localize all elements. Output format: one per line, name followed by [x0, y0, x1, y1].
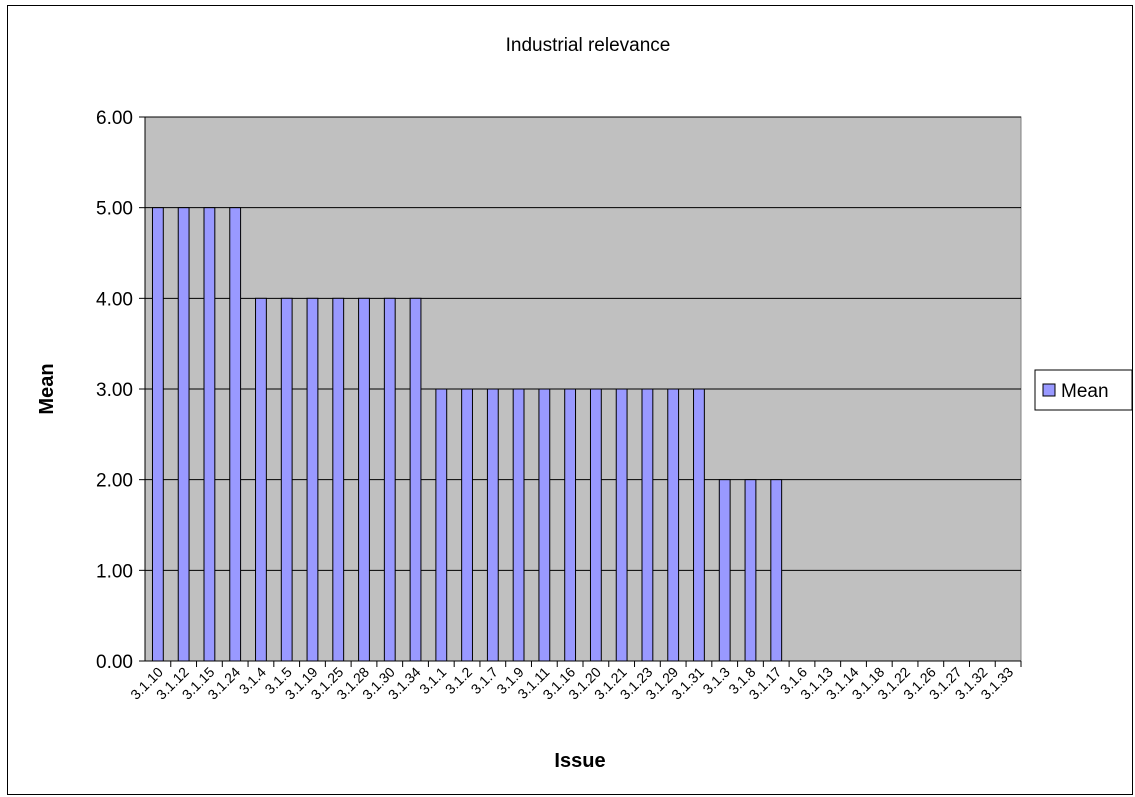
bar: [564, 388, 577, 662]
x-tick-label: 3.1.7: [468, 664, 501, 697]
bar: [280, 297, 293, 662]
x-tick-label: 3.1.2: [442, 664, 475, 697]
y-axis-title: Mean: [36, 363, 58, 414]
bar: [641, 388, 654, 662]
bar: [177, 207, 190, 662]
bar: [615, 388, 628, 662]
bar: [512, 388, 525, 662]
bar: [409, 297, 422, 662]
y-tick-label: 1.00: [96, 561, 133, 582]
bar: [332, 297, 345, 662]
x-tick-label: 3.1.4: [236, 664, 269, 697]
chart: 0.00 1.00 2.00 3.00 4.00 5.00 6.00 3.1.103.1.1…: [36, 35, 1133, 772]
chart-frame: 0.00 1.00 2.00 3.00 4.00 5.00 6.00 3.1.10 3.1.1…: [7, 5, 1133, 795]
y-tick-labels: 0.00 1.00 2.00 3.00 4.00 5.00 6.00: [96, 108, 133, 673]
bar: [718, 479, 731, 662]
bar: [151, 207, 164, 662]
bar: [203, 207, 216, 662]
bar: [589, 388, 602, 662]
x-tick-label: 3.1.1: [416, 664, 449, 697]
bar: [693, 388, 705, 662]
bar: [486, 388, 499, 662]
bar: [770, 479, 783, 662]
x-axis-title: Issue: [554, 750, 605, 772]
y-tick-label: 5.00: [96, 199, 133, 220]
bars: [151, 207, 783, 662]
bar: [538, 388, 551, 662]
bar: [435, 388, 448, 662]
y-tick-label: 6.00: [96, 108, 133, 129]
legend-label: Mean: [1061, 381, 1109, 402]
bar: [383, 297, 396, 662]
legend: Mean: [1034, 369, 1133, 411]
chart-title: Industrial relevance: [506, 35, 671, 56]
bar: [461, 388, 473, 662]
bar: [229, 207, 242, 662]
bar: [358, 297, 370, 662]
bar: [306, 297, 319, 662]
axes: [139, 116, 1022, 667]
bar: [255, 297, 267, 662]
y-tick-label: 0.00: [96, 652, 133, 673]
x-tick-label: 3.1.3: [699, 664, 732, 697]
y-tick-label: 2.00: [96, 471, 133, 492]
bar: [667, 388, 680, 662]
y-tick-label: 4.00: [96, 289, 133, 310]
legend-swatch: [1042, 383, 1056, 397]
y-tick-label: 3.00: [96, 380, 133, 401]
bar: [744, 479, 757, 662]
x-tick-labels: 3.1.103.1.123.1.153.1.243.1.43.1.53.1.19…: [127, 664, 1016, 703]
